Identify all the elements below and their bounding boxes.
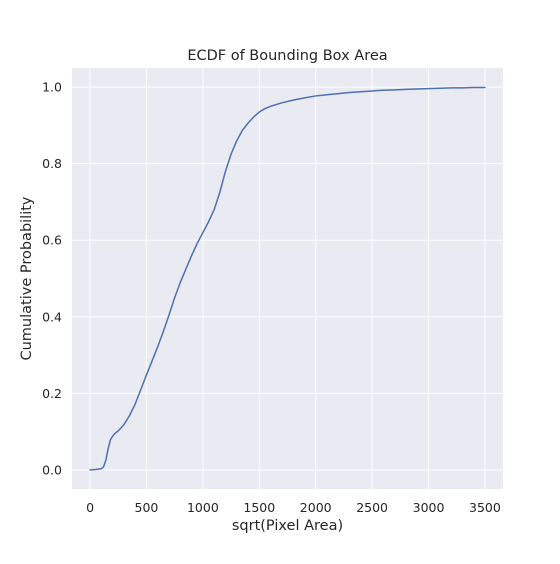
x-tick-label: 0: [86, 500, 94, 515]
plot-area: [72, 68, 503, 489]
ecdf-line: [89, 86, 486, 471]
y-tick-label: 0.8: [42, 156, 62, 171]
x-tick-label: 3000: [413, 500, 445, 515]
x-tick-labels: 0 500 1000 1500 2000 2500 3000 3500: [86, 500, 501, 515]
x-tick-label: 1500: [243, 500, 275, 515]
x-tick-label: 1000: [187, 500, 219, 515]
y-tick-label: 0.6: [42, 233, 62, 248]
x-tick-label: 2000: [300, 500, 332, 515]
x-tick-label: 500: [135, 500, 159, 515]
x-tick-label: 2500: [356, 500, 388, 515]
y-tick-label: 0.0: [42, 462, 62, 477]
y-tick-label: 0.4: [42, 309, 62, 324]
y-tick-label: 1.0: [42, 80, 62, 95]
y-axis-label: Cumulative Probability: [19, 196, 35, 360]
y-tick-label: 0.2: [42, 386, 62, 401]
chart-title: ECDF of Bounding Box Area: [187, 48, 387, 64]
x-axis-label: sqrt(Pixel Area): [232, 518, 343, 534]
x-tick-label: 3500: [469, 500, 501, 515]
y-tick-labels: 0.0 0.2 0.4 0.6 0.8 1.0: [42, 80, 62, 478]
grid-lines: [72, 68, 503, 489]
